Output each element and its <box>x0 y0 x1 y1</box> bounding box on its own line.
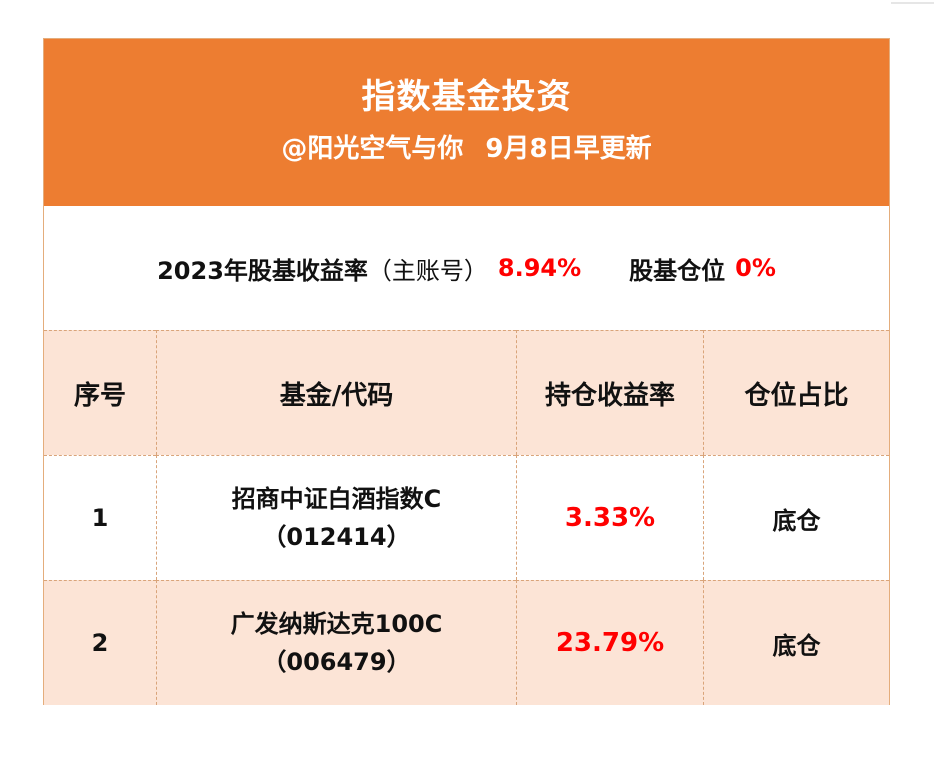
holdings-table: 序号 基金/代码 持仓收益率 仓位占比 1 招商中证白酒指数C （012414）… <box>44 330 889 705</box>
fund-card: 指数基金投资 @阳光空气与你 9月8日早更新 2023年股基收益率 （主账号） 8… <box>43 38 890 705</box>
fund-cell: 广发纳斯达克100C （006479） <box>156 580 516 705</box>
column-header-position: 仓位占比 <box>703 330 889 455</box>
position-value: 0% <box>735 254 776 282</box>
return-value: 8.94% <box>497 254 582 282</box>
page-title: 指数基金投资 <box>361 77 572 117</box>
fund-name: 广发纳斯达克100C <box>230 610 443 638</box>
header-banner: 指数基金投资 @阳光空气与你 9月8日早更新 <box>44 39 889 206</box>
summary-row: 2023年股基收益率 （主账号） 8.94% 股基仓位 0% <box>44 206 889 330</box>
update-note: 9月8日早更新 <box>485 134 652 164</box>
author-handle: @阳光空气与你 <box>281 134 464 164</box>
holding-return: 3.33% <box>516 455 703 580</box>
fund-code: （012414） <box>262 523 411 551</box>
return-label: 2023年股基收益率 <box>157 256 368 285</box>
fund-name: 招商中证白酒指数C <box>231 485 442 513</box>
row-index: 2 <box>44 580 156 705</box>
column-header-fund: 基金/代码 <box>156 330 516 455</box>
column-header-return: 持仓收益率 <box>516 330 703 455</box>
account-note: （主账号） <box>367 256 488 285</box>
fund-cell: 招商中证白酒指数C （012414） <box>156 455 516 580</box>
fund-code: （006479） <box>262 648 411 676</box>
position-share: 底仓 <box>703 580 889 705</box>
column-header-index: 序号 <box>44 330 156 455</box>
corner-mark <box>891 2 934 4</box>
subtitle: @阳光空气与你 9月8日早更新 <box>44 131 889 167</box>
position-share: 底仓 <box>703 455 889 580</box>
holding-return: 23.79% <box>516 580 703 705</box>
row-index: 1 <box>44 455 156 580</box>
position-label: 股基仓位 <box>629 256 726 285</box>
